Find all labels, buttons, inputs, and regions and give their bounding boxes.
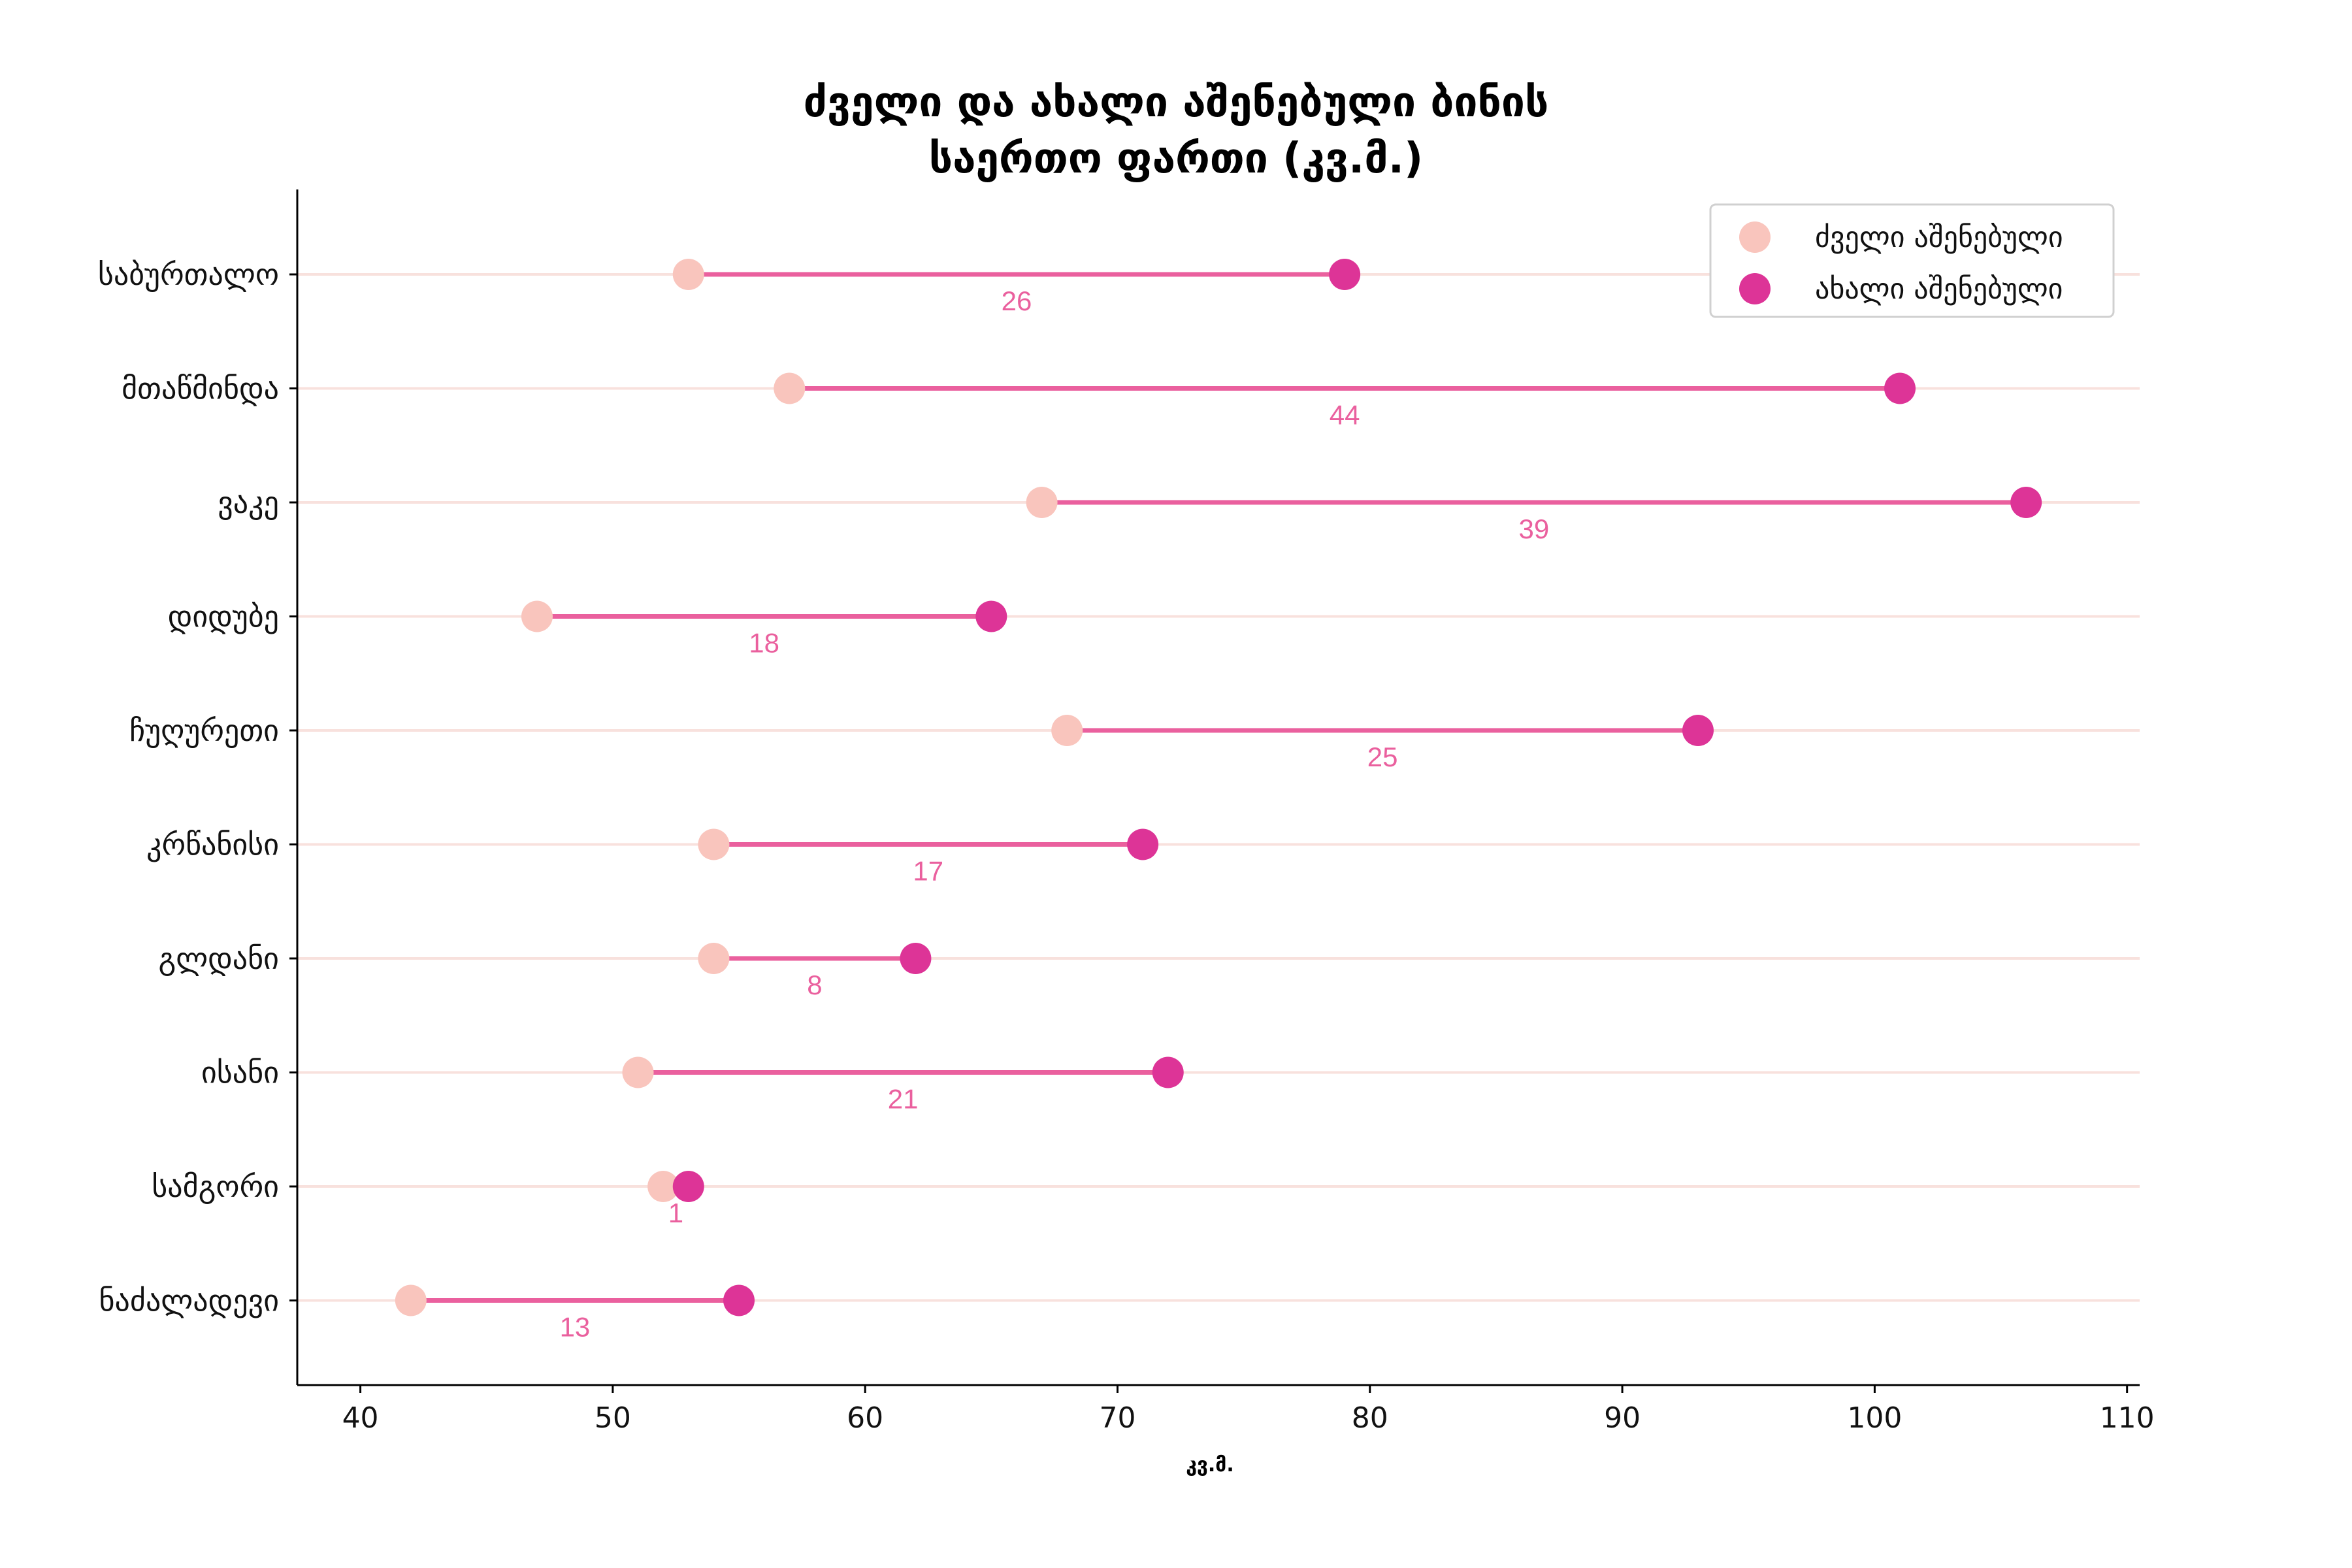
legend-box xyxy=(1709,203,2115,318)
x-tick-label: 50 xyxy=(595,1401,631,1435)
legend-label: ახალი აშენებული xyxy=(1815,272,2063,306)
y-tick-label: სამგორი xyxy=(152,1169,279,1204)
x-tick-label: 100 xyxy=(1847,1401,1902,1435)
legend: ძველი აშენებული ახალი აშენებული xyxy=(1709,203,2115,318)
new-building-point xyxy=(975,600,1007,632)
y-tick-label: საბურთალო xyxy=(98,257,279,292)
connector-lines xyxy=(410,272,2027,1303)
old-building-point xyxy=(521,600,553,632)
chart-title-line-1: ძველი და ახალი აშენებული ბინის xyxy=(804,78,1549,127)
data-points xyxy=(395,259,2042,1316)
gridlines xyxy=(297,273,2140,1302)
old-building-point xyxy=(1051,715,1083,746)
old-building-point xyxy=(622,1056,654,1088)
x-tick-label: 110 xyxy=(2100,1401,2155,1435)
y-tick-label: გლდანი xyxy=(158,941,279,976)
new-building-point xyxy=(900,943,932,974)
y-tick-label: ვაკე xyxy=(218,485,279,520)
difference-label: 8 xyxy=(807,970,822,1000)
difference-label: 25 xyxy=(1367,742,1398,772)
difference-label: 21 xyxy=(888,1084,919,1115)
x-tick-label: 90 xyxy=(1604,1401,1641,1435)
old-building-point xyxy=(672,259,704,290)
x-tick-label: 40 xyxy=(342,1401,379,1435)
difference-label: 13 xyxy=(560,1312,591,1343)
chart-title-line-2: საერთო ფართი (კვ.მ.) xyxy=(929,135,1424,183)
new-building-point xyxy=(1329,259,1361,290)
new-building-point xyxy=(1127,828,1159,860)
difference-label: 17 xyxy=(913,856,943,887)
new-building-point xyxy=(2010,487,2042,518)
y-tick-label: ნაძალადევი xyxy=(99,1283,279,1318)
old-building-point xyxy=(1026,487,1058,518)
difference-label: 18 xyxy=(749,628,779,659)
old-building-point xyxy=(647,1171,679,1202)
legend-label: ძველი აშენებული xyxy=(1815,221,2063,254)
difference-label: 1 xyxy=(668,1198,683,1228)
y-tick-label: ისანი xyxy=(201,1055,279,1090)
difference-label: 26 xyxy=(1002,286,1032,316)
old-building-point xyxy=(698,828,730,860)
x-tick-label: 60 xyxy=(847,1401,883,1435)
y-tick-label: კრწანისი xyxy=(146,827,279,862)
x-ticks: 40 50 60 70 80 90 100 110 xyxy=(342,1385,2155,1435)
new-building-point xyxy=(1152,1056,1184,1088)
x-tick-label: 80 xyxy=(1352,1401,1388,1435)
difference-label: 44 xyxy=(1330,400,1360,431)
x-tick-label: 70 xyxy=(1099,1401,1135,1435)
old-building-point xyxy=(774,372,806,404)
new-building-point xyxy=(672,1171,704,1202)
y-tick-label: ჩუღურეთი xyxy=(129,713,279,748)
legend-marker xyxy=(1739,273,1771,304)
y-tick-label: მთაწმინდა xyxy=(122,371,279,406)
axes xyxy=(296,189,2140,1386)
x-axis-label: კვ.მ. xyxy=(1186,1454,1233,1477)
y-tick-labels: საბურთალო მთაწმინდა ვაკე დიდუბე ჩუღურეთი კრწა… xyxy=(98,257,297,1318)
legend-marker xyxy=(1739,221,1771,253)
new-building-point xyxy=(723,1284,755,1316)
difference-label: 39 xyxy=(1519,514,1550,544)
new-building-point xyxy=(1682,715,1714,746)
y-tick-label: დიდუბე xyxy=(168,599,279,634)
chart-title: ძველი და ახალი აშენებული ბინის საერთო ფა… xyxy=(804,78,1549,183)
new-building-point xyxy=(1884,372,1916,404)
difference-labels: 26 44 39 18 25 17 8 21 1 13 xyxy=(560,286,1550,1343)
old-building-point xyxy=(698,943,730,974)
old-building-point xyxy=(395,1284,427,1316)
